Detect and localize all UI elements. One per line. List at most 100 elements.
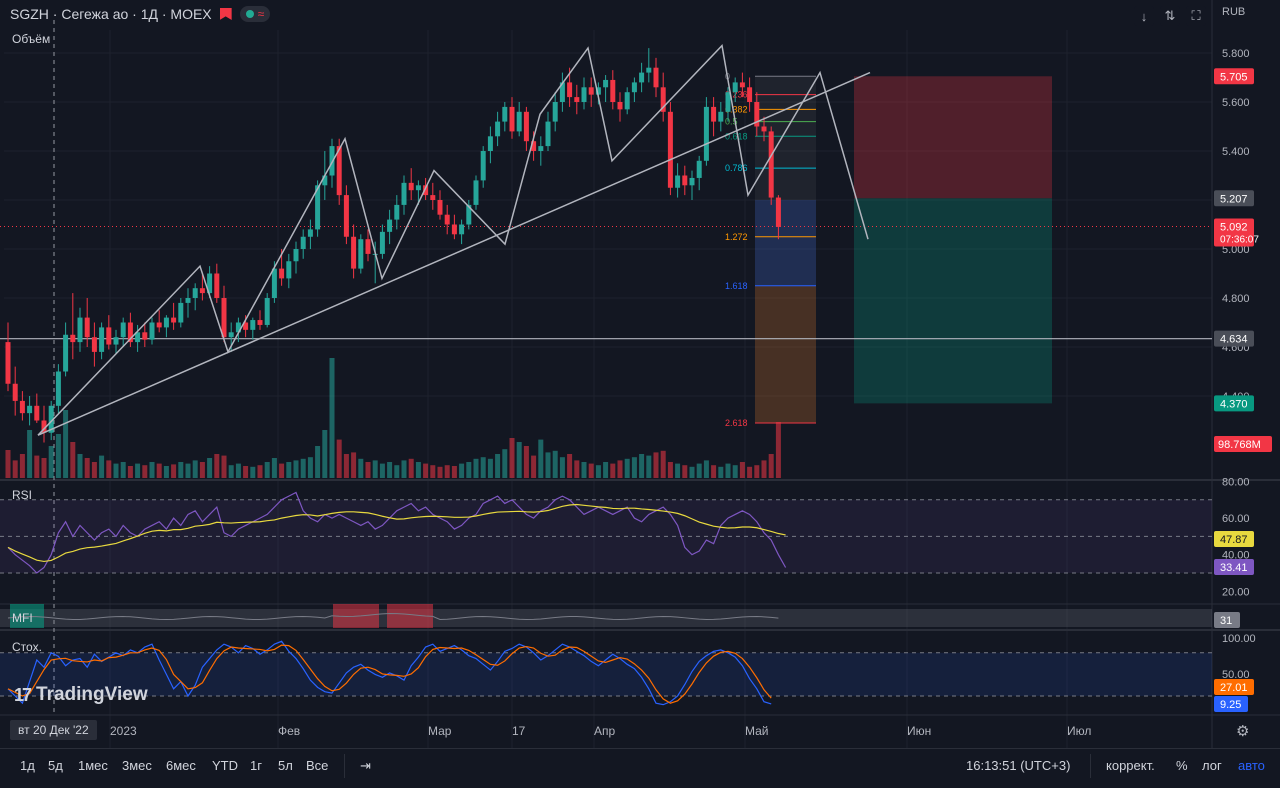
fib-level-label: 1.272	[725, 232, 748, 242]
candle-body	[286, 261, 292, 279]
volume-bar	[394, 465, 400, 478]
candle-body	[19, 400, 25, 414]
volume-bar	[660, 450, 666, 478]
candle-body	[163, 317, 169, 328]
stoch-k-badge	[1214, 696, 1248, 712]
volume-bar	[725, 463, 731, 478]
fullscreen-icon[interactable]: ⛶	[1186, 6, 1206, 26]
candle-body	[509, 106, 515, 132]
gear-icon[interactable]: ⚙	[1236, 723, 1250, 740]
candle-body	[207, 273, 213, 294]
volume-bar	[603, 462, 609, 478]
adjust-toggle[interactable]: коррект.	[1106, 758, 1155, 773]
volume-bar	[459, 463, 465, 478]
symbol-header[interactable]: SGZH · Сегежа ао · 1Д · MOEX ≈	[10, 6, 271, 22]
candle-body	[639, 72, 645, 83]
time-tick-label: 17	[512, 724, 526, 738]
auto-toggle[interactable]: авто	[1238, 758, 1265, 773]
candle-body	[775, 197, 781, 227]
volume-bar	[754, 465, 760, 478]
log-toggle[interactable]: лог	[1202, 758, 1222, 773]
volume-bar	[351, 452, 357, 478]
tradingview-logo: 17 TradingView	[14, 684, 148, 706]
volume-bar	[567, 454, 573, 478]
volume-bar	[214, 454, 220, 478]
down-arrow-icon[interactable]: ↓	[1134, 6, 1154, 26]
price-badge	[1214, 395, 1254, 412]
candle-body	[41, 420, 47, 433]
main-chart[interactable]: 00.2360.3820.50.6180.7861.2721.6182.6185…	[0, 0, 1280, 748]
position-target-zone	[854, 198, 1052, 404]
range-all[interactable]: Все	[306, 758, 329, 773]
range-1d[interactable]: 1д	[20, 758, 35, 773]
candle-body	[91, 337, 97, 352]
candle-body	[315, 185, 321, 230]
range-1m[interactable]: 1мес	[78, 758, 108, 773]
volume-bar	[120, 462, 126, 478]
volume-bar	[243, 466, 249, 478]
candle-body	[408, 182, 414, 191]
flag-icon[interactable]	[219, 8, 232, 20]
currency-label[interactable]: RUB	[1222, 6, 1246, 18]
mfi-badge	[1214, 612, 1240, 628]
calendar-range-icon[interactable]: ⇥	[360, 758, 371, 773]
fib-zone-blue	[755, 200, 816, 286]
volume-bar	[91, 462, 97, 478]
candle-body	[459, 224, 465, 235]
range-3m[interactable]: 3мес	[122, 758, 152, 773]
candle-body	[358, 239, 364, 269]
volume-bar	[207, 458, 213, 478]
candle-body	[718, 111, 724, 122]
range-5y[interactable]: 5л	[278, 758, 293, 773]
trend-line	[37, 71, 871, 436]
volume-bar	[77, 454, 83, 478]
candle-body	[567, 82, 573, 98]
volume-bar	[682, 465, 688, 478]
candle-body	[624, 92, 630, 110]
volume-bar	[221, 455, 227, 478]
time-tick-label: Апр	[594, 724, 616, 738]
rsi-tick-label: 40.00	[1222, 550, 1250, 562]
tradingview-icon: 17	[14, 684, 32, 705]
clock-time[interactable]: 16:13:51 (UTC+3)	[966, 758, 1071, 773]
stoch-tick-label: 50.00	[1222, 669, 1250, 681]
candle-body	[523, 111, 529, 142]
range-1y[interactable]: 1г	[250, 758, 262, 773]
symbol-title[interactable]: SGZH · Сегежа ао · 1Д · MOEX	[10, 6, 212, 22]
mfi-oversold-zone	[10, 604, 44, 628]
volume-bar	[365, 462, 371, 478]
volume-bar	[113, 463, 119, 478]
percent-toggle[interactable]: %	[1176, 758, 1188, 773]
volume-bar	[379, 463, 385, 478]
candle-body	[336, 146, 342, 196]
volume-badge-label: 98.768M	[1218, 439, 1261, 451]
expand-icon[interactable]: ⇅	[1160, 6, 1180, 26]
candle-body	[149, 322, 155, 340]
volume-bar	[300, 458, 306, 478]
candle-body	[250, 320, 256, 330]
volume-bar	[523, 446, 529, 478]
candle-body	[617, 102, 623, 110]
candle-body	[171, 317, 177, 323]
volume-bar	[55, 434, 61, 478]
volume-bar	[408, 458, 414, 478]
candle-body	[451, 224, 457, 235]
volume-bar	[646, 455, 652, 478]
candle-body	[747, 87, 753, 102]
wave-icon: ≈	[257, 7, 265, 21]
volume-bar	[574, 460, 580, 478]
candle-body	[214, 273, 220, 298]
volume-bar	[581, 462, 587, 478]
range-6m[interactable]: 6мес	[166, 758, 196, 773]
range-5d[interactable]: 5д	[48, 758, 63, 773]
candle-body	[732, 82, 738, 93]
volume-bar	[63, 410, 69, 478]
status-pill[interactable]: ≈	[239, 6, 271, 22]
time-tick-label: Мар	[428, 724, 452, 738]
candle-body	[466, 204, 472, 225]
range-ytd[interactable]: YTD	[212, 758, 238, 773]
price-badge-label: 5.092	[1220, 221, 1248, 233]
volume-bar	[761, 460, 767, 478]
volume-bar	[653, 452, 659, 478]
